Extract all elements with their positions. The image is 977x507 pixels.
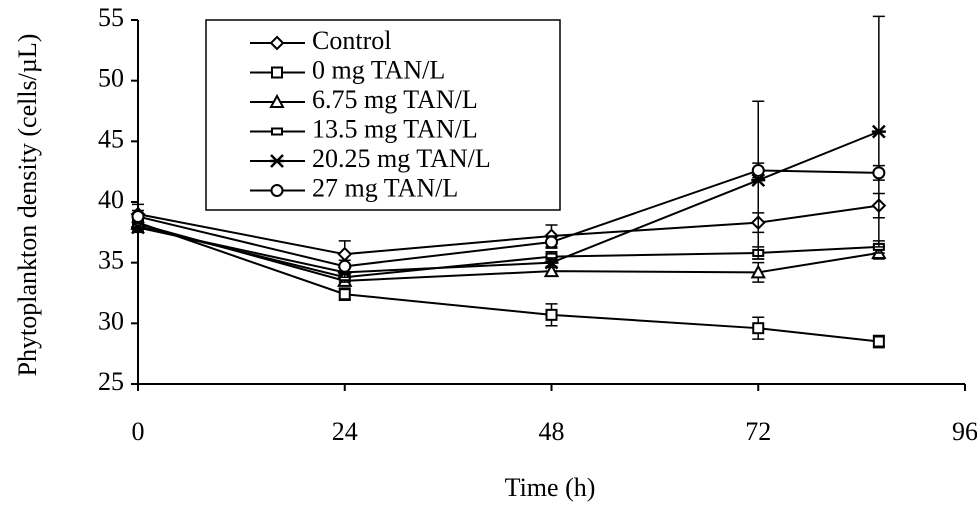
y-tick-label: 40 [98, 185, 124, 214]
x-tick-label: 96 [952, 417, 977, 446]
legend-label: Control [312, 26, 391, 55]
data-point [751, 163, 765, 177]
y-tick-label: 55 [98, 3, 124, 32]
x-tick-label: 72 [745, 417, 771, 446]
legend-label: 6.75 mg TAN/L [312, 85, 478, 114]
data-point [872, 166, 886, 180]
x-tick-label: 24 [332, 417, 358, 446]
legend-marker [270, 154, 284, 168]
legend-marker [270, 184, 284, 197]
legend-box [205, 19, 561, 211]
y-tick-label: 35 [98, 246, 124, 275]
data-point [751, 173, 766, 188]
data-point [545, 235, 558, 249]
data-point [131, 210, 145, 224]
data-point [750, 264, 766, 279]
legend-label: 0 mg TAN/L [312, 55, 445, 84]
x-tick-label: 48 [539, 417, 565, 446]
data-point [338, 259, 352, 273]
data-point [545, 308, 558, 321]
legend-label: 13.5 mg TAN/L [312, 114, 478, 143]
data-point [337, 246, 353, 262]
y-tick-label: 50 [98, 64, 124, 93]
data-point [338, 288, 351, 301]
y-axis-label: Phytoplankton density (cells/µL) [13, 34, 42, 377]
legend-marker [271, 127, 283, 136]
x-axis-label: Time (h) [505, 473, 596, 502]
data-point [871, 124, 886, 139]
legend-marker [271, 66, 283, 79]
data-point [543, 263, 560, 278]
data-point [131, 220, 145, 235]
legend-label: 27 mg TAN/L [312, 173, 458, 202]
data-point [544, 255, 559, 270]
data-point [752, 322, 765, 335]
legend-marker [269, 35, 285, 51]
data-point [872, 335, 885, 348]
y-tick-label: 25 [98, 367, 124, 396]
y-tick-label: 45 [98, 124, 124, 153]
x-tick-label: 0 [132, 417, 145, 446]
legend-label: 20.25 mg TAN/L [312, 144, 491, 173]
y-tick-label: 30 [98, 306, 124, 335]
legend-marker [269, 93, 285, 108]
